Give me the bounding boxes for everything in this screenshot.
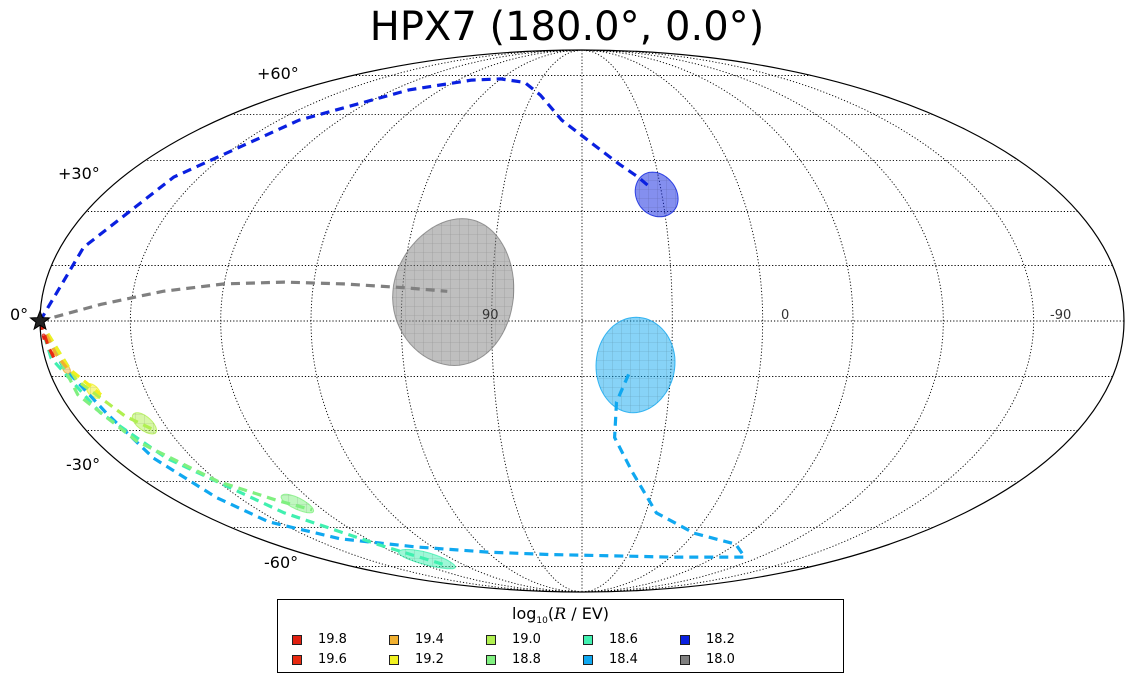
legend-title-unit: / EV) xyxy=(566,604,609,623)
path-18.6 xyxy=(40,320,444,566)
legend-title-log: log xyxy=(512,604,537,623)
meridian-line xyxy=(220,49,583,593)
lon-label-90: 90 xyxy=(482,308,499,323)
legend-swatch xyxy=(486,634,496,645)
legend-item: 19.4 xyxy=(389,632,444,647)
legend-swatch xyxy=(389,654,399,665)
probability-regions xyxy=(41,171,679,570)
path-18.0 xyxy=(40,280,448,323)
legend-item: 18.8 xyxy=(486,652,541,667)
meridian-line xyxy=(581,49,854,593)
legend-label: 18.4 xyxy=(609,652,638,667)
legend-item: 18.0 xyxy=(680,652,735,667)
lat-label-minus60: -60° xyxy=(264,553,299,572)
legend-swatch xyxy=(292,634,302,645)
legend-item: 18.6 xyxy=(583,632,638,647)
chart-title: HPX7 (180.0°, 0.0°) xyxy=(369,4,765,50)
legend-title: log10(R / EV) xyxy=(512,604,609,627)
legend-item: 18.2 xyxy=(680,632,735,647)
lat-label-0: 0° xyxy=(10,305,29,324)
legend-item: 19.8 xyxy=(292,632,347,647)
source-star-icon xyxy=(29,309,51,331)
legend-item: 18.4 xyxy=(583,652,638,667)
trajectory-paths xyxy=(40,77,748,566)
path-18.2 xyxy=(40,77,652,322)
legend-label: 19.2 xyxy=(415,652,444,667)
legend-swatch xyxy=(583,654,593,665)
legend-label: 18.8 xyxy=(512,652,541,667)
legend-swatch xyxy=(680,654,690,665)
legend: log10(R / EV) 19.8 19.6 19.4 19.2 19.0 18.8 18… xyxy=(277,599,844,673)
legend-swatch xyxy=(389,634,399,645)
path-19.4 xyxy=(40,320,72,374)
legend-item: 19.6 xyxy=(292,652,347,667)
region-hatch-18.0 xyxy=(392,218,514,366)
lon-label-minus90: -90 xyxy=(1050,308,1072,323)
path-18.8 xyxy=(40,320,313,512)
path-18.4 xyxy=(40,320,748,559)
legend-label: 19.4 xyxy=(415,632,444,647)
region-hatch-18.4 xyxy=(596,317,675,413)
legend-item: 19.0 xyxy=(486,632,541,647)
legend-item: 19.2 xyxy=(389,652,444,667)
graticule xyxy=(40,49,1124,593)
legend-label: 18.6 xyxy=(609,632,638,647)
path-19.6 xyxy=(40,320,56,359)
lat-label-minus30: -30° xyxy=(66,455,101,474)
lat-label-plus60: +60° xyxy=(257,64,299,83)
legend-label: 18.2 xyxy=(706,632,735,647)
source-marker xyxy=(29,309,51,331)
region-hatch-18.8 xyxy=(281,494,314,513)
meridian-line xyxy=(581,49,944,593)
legend-label: 19.8 xyxy=(318,632,347,647)
lat-label-plus30: +30° xyxy=(58,164,100,183)
path-19.2 xyxy=(40,320,103,396)
legend-label: 18.0 xyxy=(706,652,735,667)
legend-title-variable: R xyxy=(554,604,567,623)
legend-title-subscript: 10 xyxy=(536,616,548,627)
legend-swatch xyxy=(486,654,496,665)
lon-label-0: 0 xyxy=(781,308,790,323)
legend-label: 19.6 xyxy=(318,652,347,667)
legend-swatch xyxy=(680,634,690,645)
legend-label: 19.0 xyxy=(512,632,541,647)
legend-swatch xyxy=(292,654,302,665)
legend-swatch xyxy=(583,634,593,645)
